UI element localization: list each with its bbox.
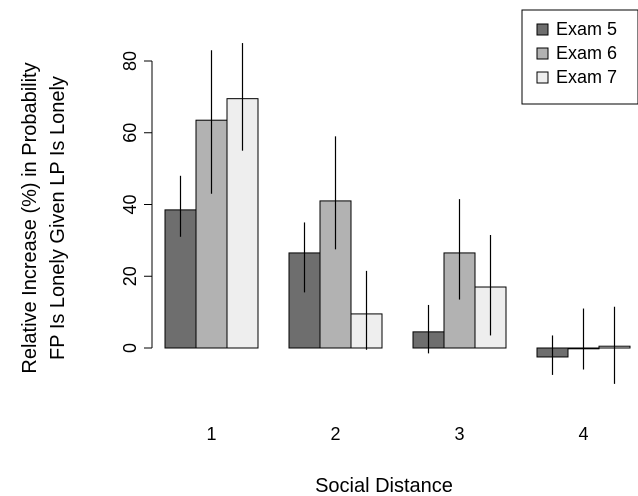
y-tick-label: 80 <box>120 51 140 71</box>
y-axis: 0 20 40 60 80 <box>120 51 153 353</box>
y-tick-label: 60 <box>120 123 140 143</box>
error-bars <box>179 43 616 384</box>
legend-swatch <box>536 47 549 60</box>
legend: Exam 5 Exam 6 Exam 7 <box>521 9 638 105</box>
legend-label: Exam 5 <box>556 19 617 39</box>
y-tick-label: 20 <box>120 266 140 286</box>
y-tick-label: 40 <box>120 194 140 214</box>
legend-label: Exam 6 <box>556 43 617 63</box>
legend-swatch <box>536 71 549 84</box>
legend-label: Exam 7 <box>556 67 617 87</box>
legend-swatch <box>536 23 549 36</box>
y-axis-title-line1: Relative Increase (%) in Probability <box>19 62 41 373</box>
y-axis-title-line2: FP Is Lonely Given LP Is Lonely <box>47 76 69 360</box>
x-tick-label: 1 <box>206 424 216 444</box>
x-tick-labels: 1 2 3 4 <box>206 424 588 444</box>
x-tick-label: 3 <box>454 424 464 444</box>
x-axis-title: Social Distance <box>315 475 453 496</box>
x-tick-label: 2 <box>330 424 340 444</box>
bars <box>164 98 631 358</box>
y-tick-label: 0 <box>120 343 140 353</box>
x-tick-label: 4 <box>578 424 588 444</box>
